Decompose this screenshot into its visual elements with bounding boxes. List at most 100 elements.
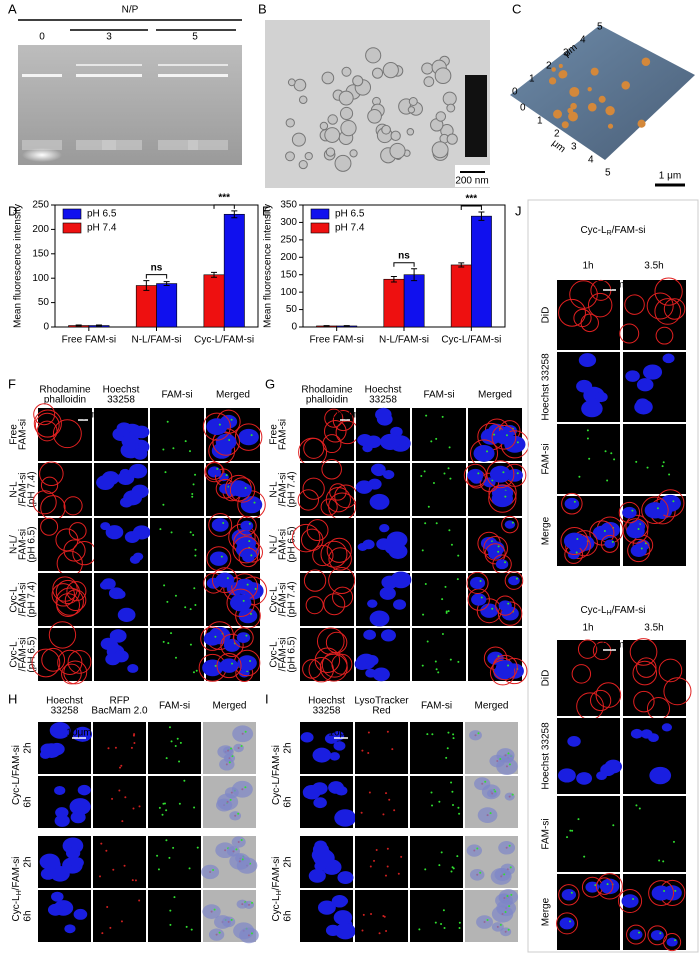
nucleus <box>379 586 396 600</box>
bar <box>403 274 425 328</box>
tem-particle <box>352 75 364 87</box>
tem-particle <box>321 71 335 85</box>
green-dot <box>162 802 165 805</box>
green-dot <box>575 551 578 554</box>
green-dot <box>569 829 572 832</box>
row-label: N-L/ <box>9 535 20 554</box>
green-dot <box>228 761 231 764</box>
nucleus <box>393 599 407 610</box>
micrograph <box>557 796 620 872</box>
nucleus <box>202 659 224 677</box>
tem-particle <box>442 91 457 106</box>
nucleus <box>203 631 222 646</box>
cell-membrane <box>504 571 524 590</box>
gel-band <box>22 74 62 77</box>
nucleus <box>233 482 252 498</box>
tem-particle <box>338 90 354 106</box>
tem-particle <box>293 78 307 92</box>
green-dot <box>168 856 171 859</box>
red-dot <box>118 789 121 792</box>
nucleus <box>489 754 506 768</box>
nucleus <box>325 924 341 937</box>
nucleus <box>313 797 327 809</box>
nucleus <box>506 468 523 482</box>
afm-particle <box>569 86 580 97</box>
row-label: Hoechst 33258 <box>541 353 552 421</box>
gel-band <box>188 74 228 77</box>
column-header: phalloidin <box>44 395 86 406</box>
nucleus <box>365 435 382 448</box>
red-dot <box>368 791 371 794</box>
nucleus <box>209 551 228 566</box>
group-label: Cyc-LH/FAM-si <box>271 856 284 921</box>
tem-scale-bg <box>455 165 490 187</box>
green-dot <box>249 612 252 615</box>
green-dot <box>507 602 510 605</box>
error-bar <box>390 275 397 283</box>
group-title-rest: /FAM-si <box>612 605 646 616</box>
green-dot <box>162 503 165 506</box>
green-dot <box>424 522 427 525</box>
row-label: Cyc-L <box>9 641 20 668</box>
nucleus <box>596 771 608 781</box>
column-header: 33258 <box>51 706 79 717</box>
cell-membrane <box>48 621 77 649</box>
nucleus <box>243 900 255 909</box>
green-dot <box>188 450 191 453</box>
nucleus <box>355 480 373 494</box>
cell-membrane <box>52 576 78 602</box>
nucleus <box>120 497 133 508</box>
green-dot <box>421 549 424 552</box>
group-title: Cyc-LR/FAM-si <box>580 225 645 238</box>
bar <box>471 215 492 328</box>
green-dot <box>230 418 233 421</box>
green-dot <box>635 804 638 807</box>
error-bar <box>231 210 238 219</box>
cell-membrane <box>663 933 682 952</box>
red-dot <box>138 899 141 902</box>
panel-label: J <box>515 203 522 218</box>
green-dot <box>424 583 427 586</box>
green-dot <box>250 554 253 557</box>
legend-label: pH 7.4 <box>87 223 117 234</box>
y-tick-label: 200 <box>32 224 49 235</box>
cell-membrane <box>55 587 84 616</box>
cell-membrane <box>561 492 583 515</box>
green-dot <box>659 932 662 935</box>
nucleus <box>382 469 395 480</box>
green-dot <box>191 495 194 498</box>
nucleus <box>133 552 144 561</box>
green-dot <box>576 538 579 541</box>
cell-membrane <box>629 638 658 666</box>
row-label: (pH 6.5) <box>287 526 298 562</box>
y-tick-label: 350 <box>280 200 297 211</box>
legend-swatch <box>62 222 82 234</box>
afm-particle <box>548 77 557 85</box>
tem-particle <box>340 119 357 137</box>
green-dot <box>507 928 510 931</box>
nucleus <box>211 518 229 532</box>
nucleus <box>662 353 675 364</box>
nucleus <box>202 904 221 919</box>
cell-membrane <box>52 419 82 449</box>
tem-particle <box>446 103 456 113</box>
green-dot <box>448 446 451 449</box>
cell-membrane <box>211 567 238 594</box>
afm-tick: 2 <box>546 61 552 72</box>
cell-membrane <box>663 677 692 706</box>
nucleus <box>581 400 603 418</box>
green-dot <box>194 604 197 607</box>
tem-particle <box>285 118 295 128</box>
green-dot <box>168 726 171 729</box>
green-dot <box>484 780 487 783</box>
nucleus <box>222 916 236 928</box>
green-dot <box>189 531 192 534</box>
green-dot <box>443 927 446 930</box>
nucleus <box>238 608 258 624</box>
green-dot <box>193 806 196 809</box>
micrograph <box>38 628 92 681</box>
row-label: /FAM-si <box>278 473 289 507</box>
nucleus <box>117 471 135 486</box>
nucleus <box>625 370 640 382</box>
micrograph <box>412 573 466 626</box>
